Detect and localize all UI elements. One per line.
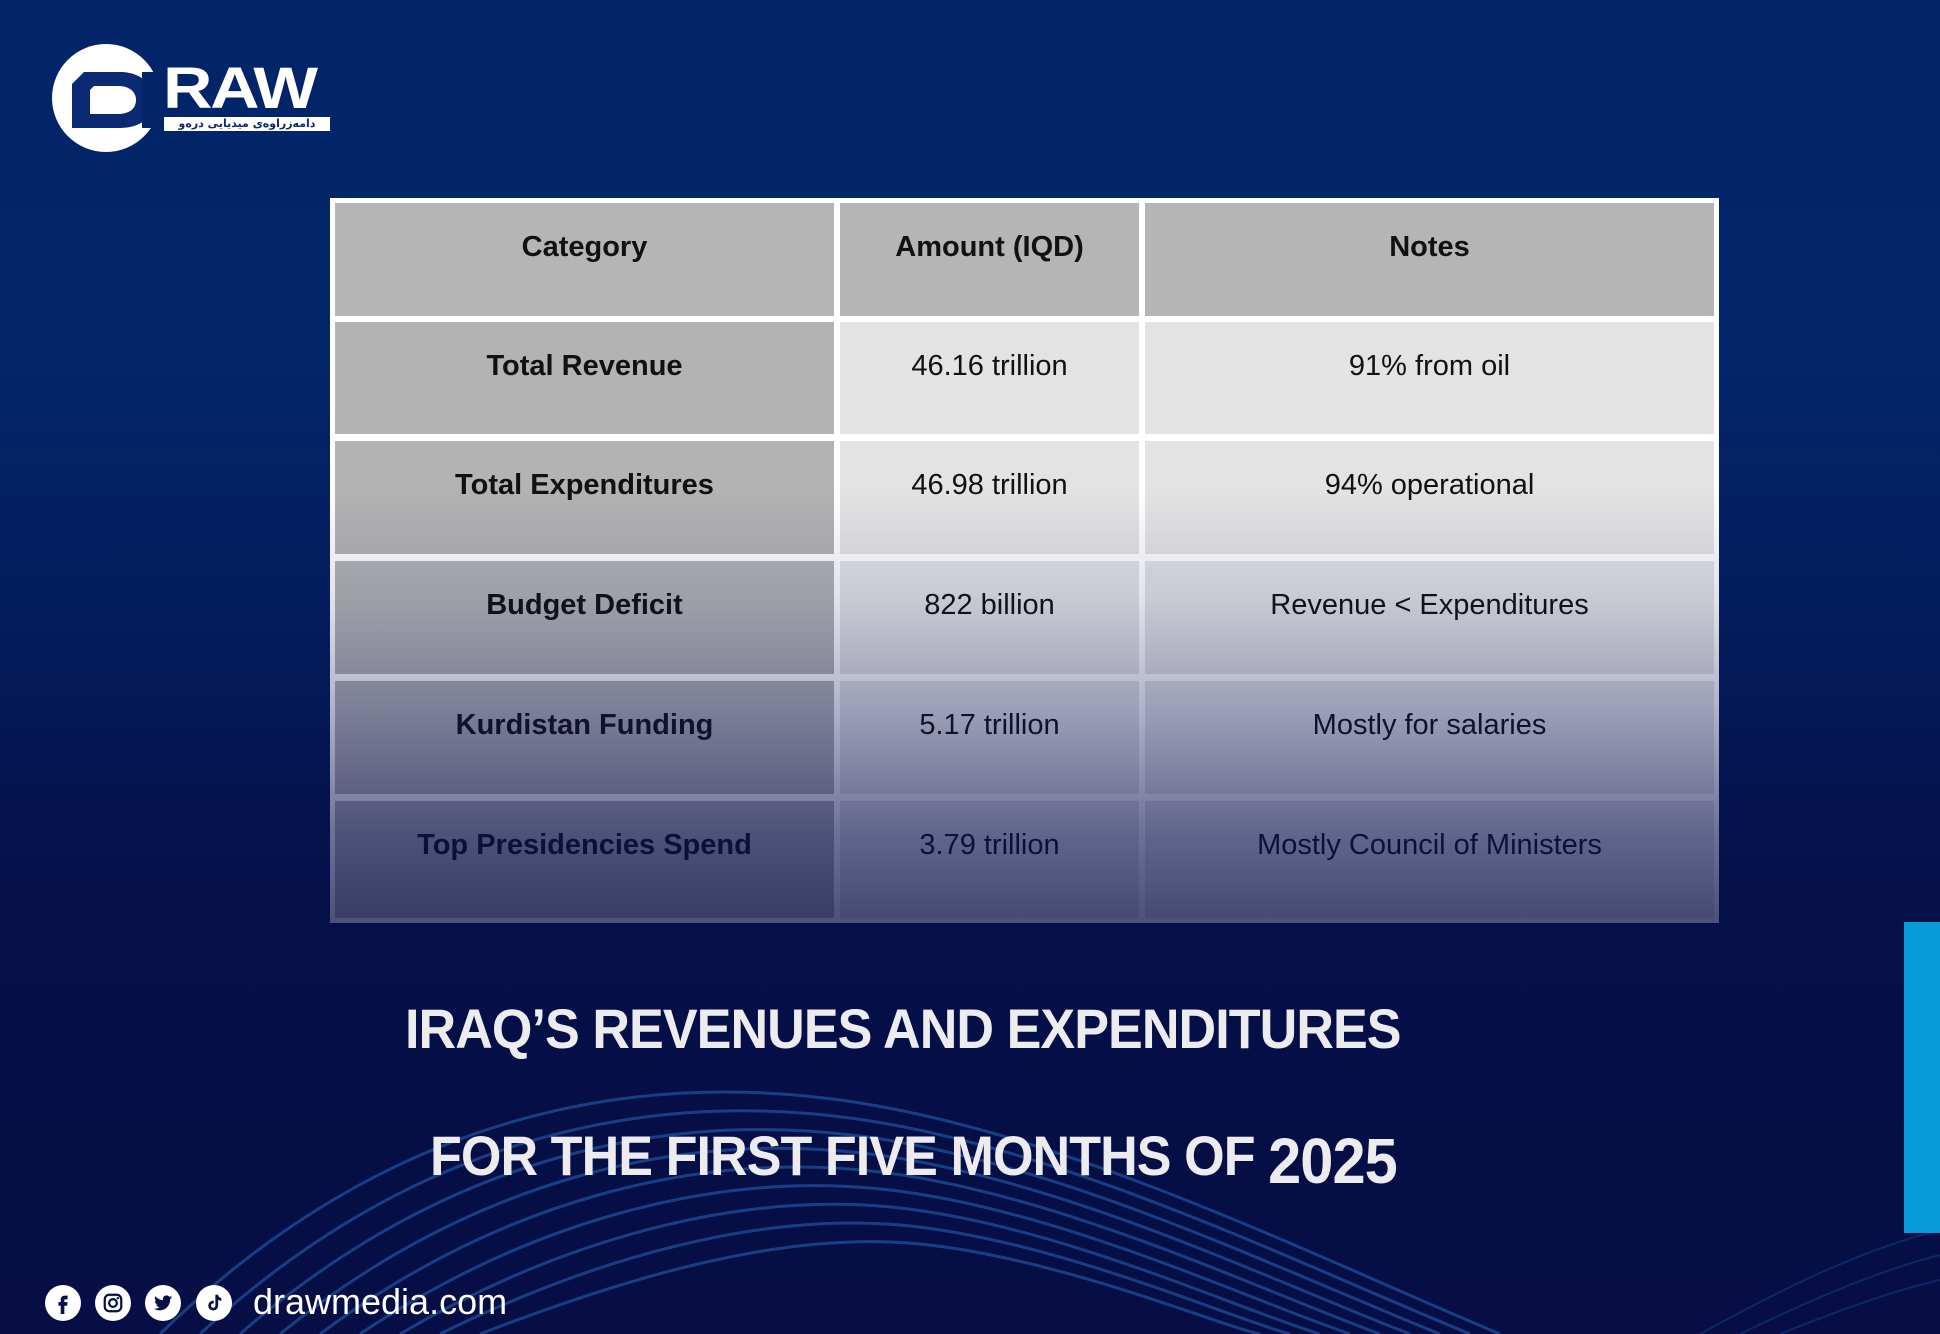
title-year: 2025 — [1268, 1125, 1398, 1197]
table-row: Kurdistan Funding 5.17 trillion Mostly f… — [335, 681, 1714, 794]
table-row: Budget Deficit 822 billion Revenue < Exp… — [335, 561, 1714, 674]
header-category: Category — [335, 203, 834, 316]
row-amount: 46.98 trillion — [840, 441, 1139, 554]
row-notes: Revenue < Expenditures — [1145, 561, 1714, 674]
table-header-row: Category Amount (IQD) Notes — [335, 203, 1714, 316]
website-link[interactable]: drawmedia.com — [253, 1281, 508, 1322]
table-row: Total Expenditures 46.98 trillion 94% op… — [335, 441, 1714, 554]
title-line-1: IRAQ’S REVENUES AND EXPENDITURES — [405, 997, 1402, 1060]
budget-table: Category Amount (IQD) Notes Total Revenu… — [330, 198, 1719, 923]
row-notes: 94% operational — [1145, 441, 1714, 554]
row-amount: 3.79 trillion — [840, 801, 1139, 918]
row-notes: Mostly for salaries — [1145, 681, 1714, 794]
header-notes: Notes — [1145, 203, 1714, 316]
row-category: Total Expenditures — [335, 441, 834, 554]
row-amount: 46.16 trillion — [840, 322, 1139, 434]
draw-logo: RAW دامەزراوەی میدیایی درەو — [50, 42, 350, 154]
logo-d-icon — [72, 72, 162, 128]
row-notes: 91% from oil — [1145, 322, 1714, 434]
header-amount: Amount (IQD) — [840, 203, 1139, 316]
facebook-icon[interactable] — [45, 1285, 81, 1321]
row-amount: 5.17 trillion — [840, 681, 1139, 794]
accent-bar — [1904, 922, 1940, 1233]
row-category: Kurdistan Funding — [335, 681, 834, 794]
row-category: Budget Deficit — [335, 561, 834, 674]
logo-wordmark: RAW — [163, 56, 318, 121]
twitter-icon[interactable] — [145, 1285, 181, 1321]
title-line-2: FOR THE FIRST FIVE MONTHS OF 2025 — [430, 1116, 1434, 1197]
table-row: Total Revenue 46.16 trillion 91% from oi… — [335, 322, 1714, 434]
row-category: Top Presidencies Spend — [335, 801, 834, 918]
table-row: Top Presidencies Spend 3.79 trillion Mos… — [335, 801, 1714, 918]
row-category: Total Revenue — [335, 322, 834, 434]
tiktok-icon[interactable] — [196, 1285, 232, 1321]
instagram-icon[interactable] — [95, 1285, 131, 1321]
title-line-2-text: FOR THE FIRST FIVE MONTHS OF — [430, 1124, 1256, 1187]
row-notes: Mostly Council of Ministers — [1145, 801, 1714, 918]
row-amount: 822 billion — [840, 561, 1139, 674]
logo-subtitle: دامەزراوەی میدیایی درەو — [164, 117, 330, 131]
